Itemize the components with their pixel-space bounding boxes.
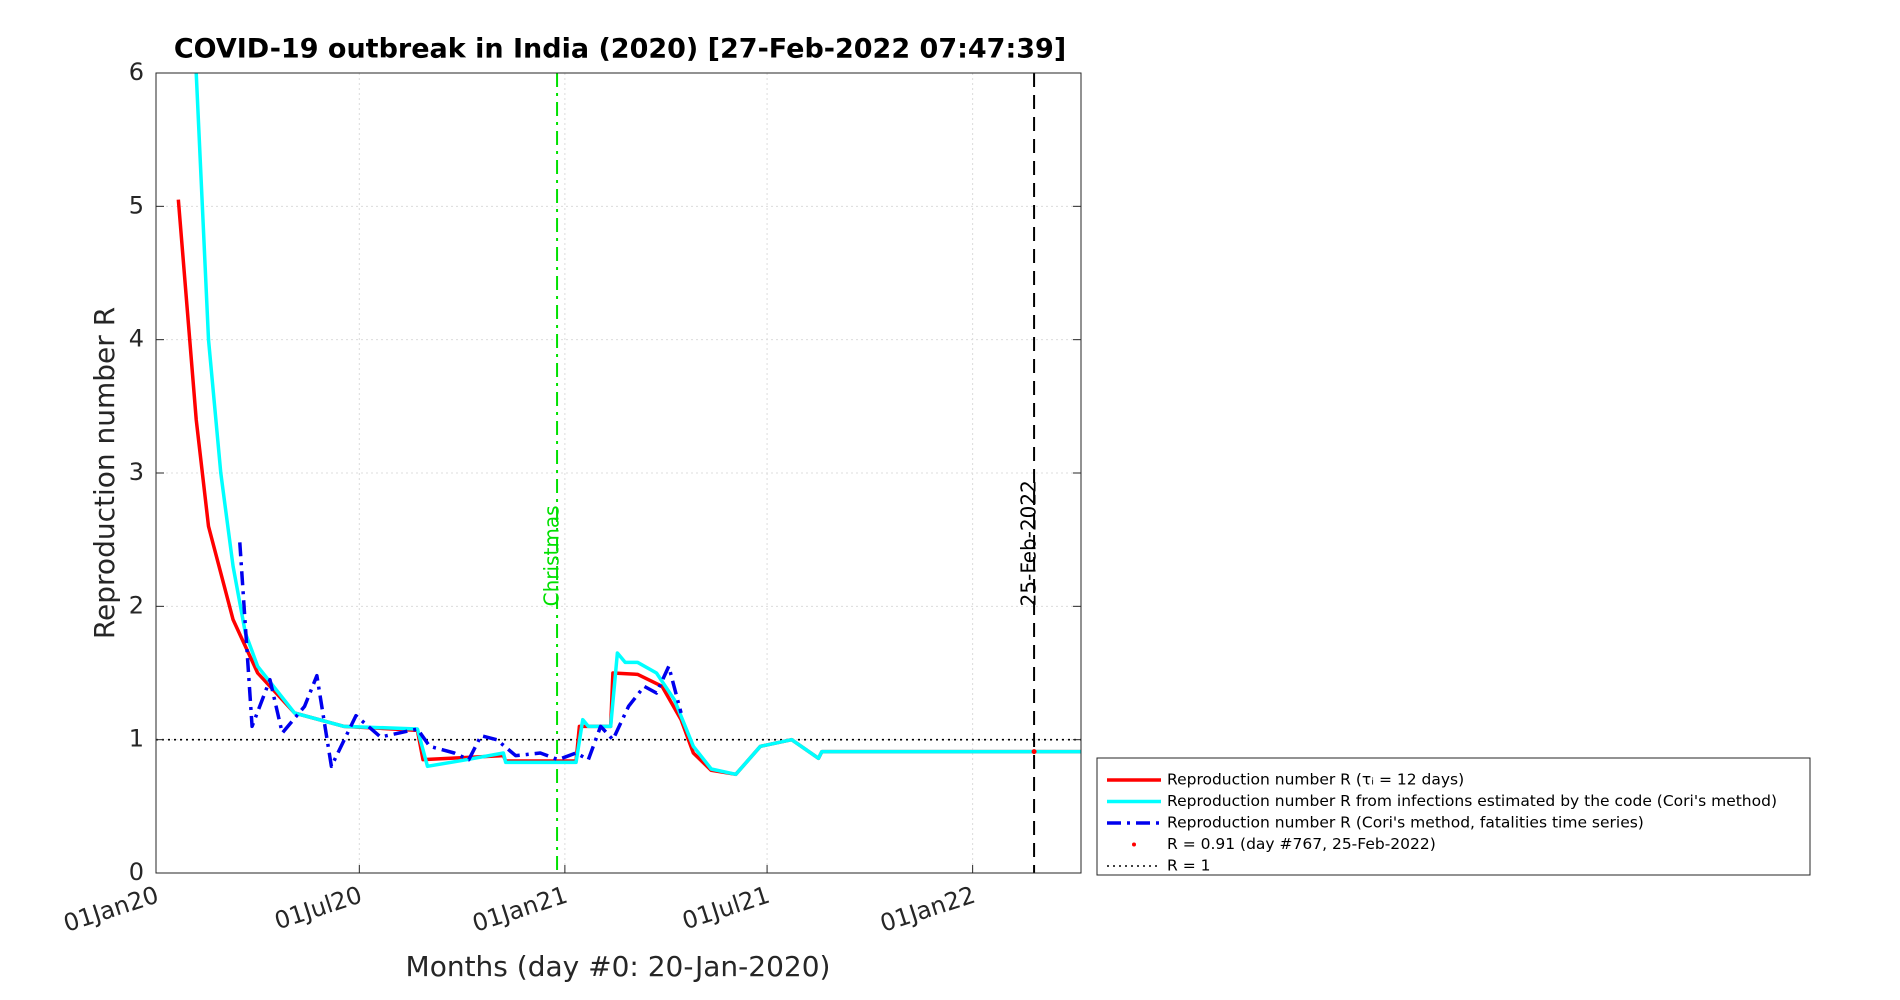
x-tick-label: 01Jan20 xyxy=(60,881,162,938)
series-line xyxy=(194,73,1081,777)
event-label: 25-Feb-2022 xyxy=(1017,480,1041,606)
y-tick-label: 2 xyxy=(129,591,144,619)
legend-label: Reproduction number R from infections es… xyxy=(1167,792,1777,810)
y-tick-label: 5 xyxy=(129,191,144,219)
event-label: Christmas xyxy=(540,505,564,606)
legend-swatch xyxy=(1132,842,1136,847)
y-tick-label: 6 xyxy=(129,58,144,86)
legend-label: Reproduction number R (Cori's method, fa… xyxy=(1167,814,1644,832)
legend-box xyxy=(1096,757,1811,876)
y-tick-label: 1 xyxy=(129,725,144,753)
legend-label: R = 1 xyxy=(1167,857,1210,875)
x-tick-label: 01Jul21 xyxy=(679,881,773,935)
x-tick-label: 01Jul20 xyxy=(271,881,365,935)
y-tick-label: 4 xyxy=(129,325,144,353)
chart-title: COVID-19 outbreak in India (2020) [27-Fe… xyxy=(174,34,1066,65)
legend-label: Reproduction number R (τᵢ = 12 days) xyxy=(1167,771,1464,789)
y-tick-label: 0 xyxy=(129,858,144,886)
legend-label: R = 0.91 (day #767, 25-Feb-2022) xyxy=(1167,835,1436,853)
series-line xyxy=(238,542,683,769)
y-axis-label: Reproduction number R xyxy=(88,307,121,639)
marker xyxy=(1031,749,1037,755)
x-tick-label: 01Jan22 xyxy=(877,881,979,938)
y-tick-label: 3 xyxy=(129,458,144,486)
x-tick-label: 01Jan21 xyxy=(469,881,571,938)
x-axis-label: Months (day #0: 20-Jan-2020) xyxy=(406,950,831,983)
